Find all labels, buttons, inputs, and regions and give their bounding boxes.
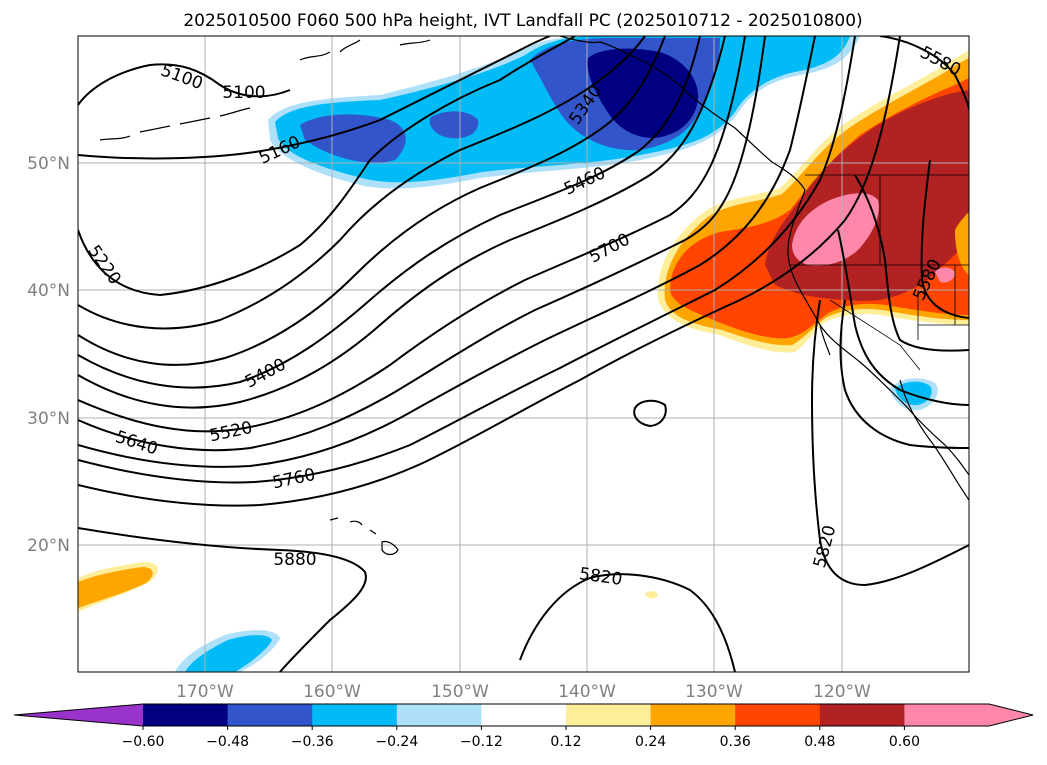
colorbar-segment bbox=[566, 704, 652, 726]
colorbar-tick-label: 0.24 bbox=[635, 734, 666, 750]
lon-label: 150°W bbox=[431, 682, 489, 702]
colorbar-segment bbox=[396, 704, 482, 726]
colorbar-extend-max bbox=[989, 704, 1033, 726]
colorbar-tick-label: −0.24 bbox=[375, 734, 418, 750]
colorbar-segment bbox=[904, 704, 990, 726]
lon-label: 160°W bbox=[303, 682, 361, 702]
colorbar-segment bbox=[735, 704, 821, 726]
height-contours bbox=[78, 36, 969, 672]
colorbar-tick-label: 0.12 bbox=[550, 734, 581, 750]
lon-label: 120°W bbox=[813, 682, 871, 702]
latitude-labels: 50°N 40°N 30°N 20°N bbox=[27, 154, 70, 556]
lat-label: 50°N bbox=[27, 154, 70, 174]
figure-title: 2025010500 F060 500 hPa height, IVT Land… bbox=[183, 11, 862, 31]
shading-cyan-south bbox=[185, 635, 272, 672]
shading-orange-sw bbox=[78, 567, 153, 608]
contour-5760 bbox=[78, 36, 901, 507]
colorbar-segment bbox=[312, 704, 398, 726]
longitude-labels: 170°W 160°W 150°W 140°W 130°W 120°W bbox=[176, 682, 871, 702]
colorbar-segment bbox=[227, 704, 313, 726]
contour-5520 bbox=[78, 36, 746, 433]
lat-label: 40°N bbox=[27, 281, 70, 301]
shading-mid-blue-gulf-2 bbox=[429, 111, 479, 139]
contour-5820-south bbox=[519, 573, 736, 672]
shading-pink-east bbox=[935, 267, 955, 283]
lon-label: 140°W bbox=[558, 682, 616, 702]
lat-label: 20°N bbox=[27, 536, 70, 556]
contour-label: 5880 bbox=[273, 550, 316, 570]
shading-speck bbox=[645, 591, 658, 599]
map-frame bbox=[77, 35, 970, 673]
contour-5820-small bbox=[633, 399, 667, 428]
contour-5100 bbox=[78, 63, 291, 106]
hawaii-islands bbox=[329, 517, 399, 556]
colorbar-segment bbox=[481, 704, 567, 726]
colorbar-extend-min bbox=[14, 704, 143, 726]
contour-5580-east-2 bbox=[920, 159, 969, 319]
shading-cyan-baja bbox=[895, 381, 932, 406]
colorbar-segment bbox=[143, 704, 229, 726]
map-content: 5100 5100 5160 5220 5340 5460 5700 5400 … bbox=[78, 36, 969, 672]
colorbar-segment bbox=[819, 704, 905, 726]
shading-orange-east bbox=[955, 212, 969, 275]
colorbar-tick-label: −0.48 bbox=[206, 734, 249, 750]
lon-label: 170°W bbox=[176, 682, 234, 702]
colorbar-tick-label: 0.36 bbox=[720, 734, 751, 750]
colorbar-tick-label: 0.48 bbox=[804, 734, 835, 750]
contour-5280 bbox=[78, 36, 646, 330]
contour-5400 bbox=[78, 36, 701, 389]
contour-5580 bbox=[78, 36, 766, 452]
contour-5460 bbox=[78, 36, 726, 409]
colorbar-segment bbox=[650, 704, 736, 726]
coastlines bbox=[99, 36, 969, 501]
contour-5340 bbox=[78, 36, 666, 366]
colorbar-tick-label: −0.36 bbox=[291, 734, 334, 750]
contour-5760-east bbox=[839, 299, 969, 449]
contour-5580-east bbox=[879, 36, 969, 111]
contour-5700-east bbox=[837, 229, 969, 406]
contour-5640 bbox=[78, 36, 816, 468]
colorbar: −0.60 −0.48 −0.36 −0.24 −0.12 0.12 0.24 0.36 0.4… bbox=[13, 703, 1034, 750]
contour-5700 bbox=[78, 36, 856, 484]
colorbar-tick-label: 0.60 bbox=[889, 734, 920, 750]
contour-5220 bbox=[78, 36, 576, 297]
gridlines bbox=[78, 36, 969, 672]
contour-5160 bbox=[78, 36, 551, 160]
contour-5820-main bbox=[78, 527, 367, 672]
contour-label: 5100 bbox=[222, 83, 265, 103]
contour-5640-east bbox=[854, 174, 969, 352]
colorbar-tick-label: −0.12 bbox=[460, 734, 503, 750]
lat-label: 30°N bbox=[27, 409, 70, 429]
contour-5820-east bbox=[810, 299, 969, 587]
lon-label: 130°W bbox=[685, 682, 743, 702]
colorbar-tick-label: −0.60 bbox=[122, 734, 165, 750]
